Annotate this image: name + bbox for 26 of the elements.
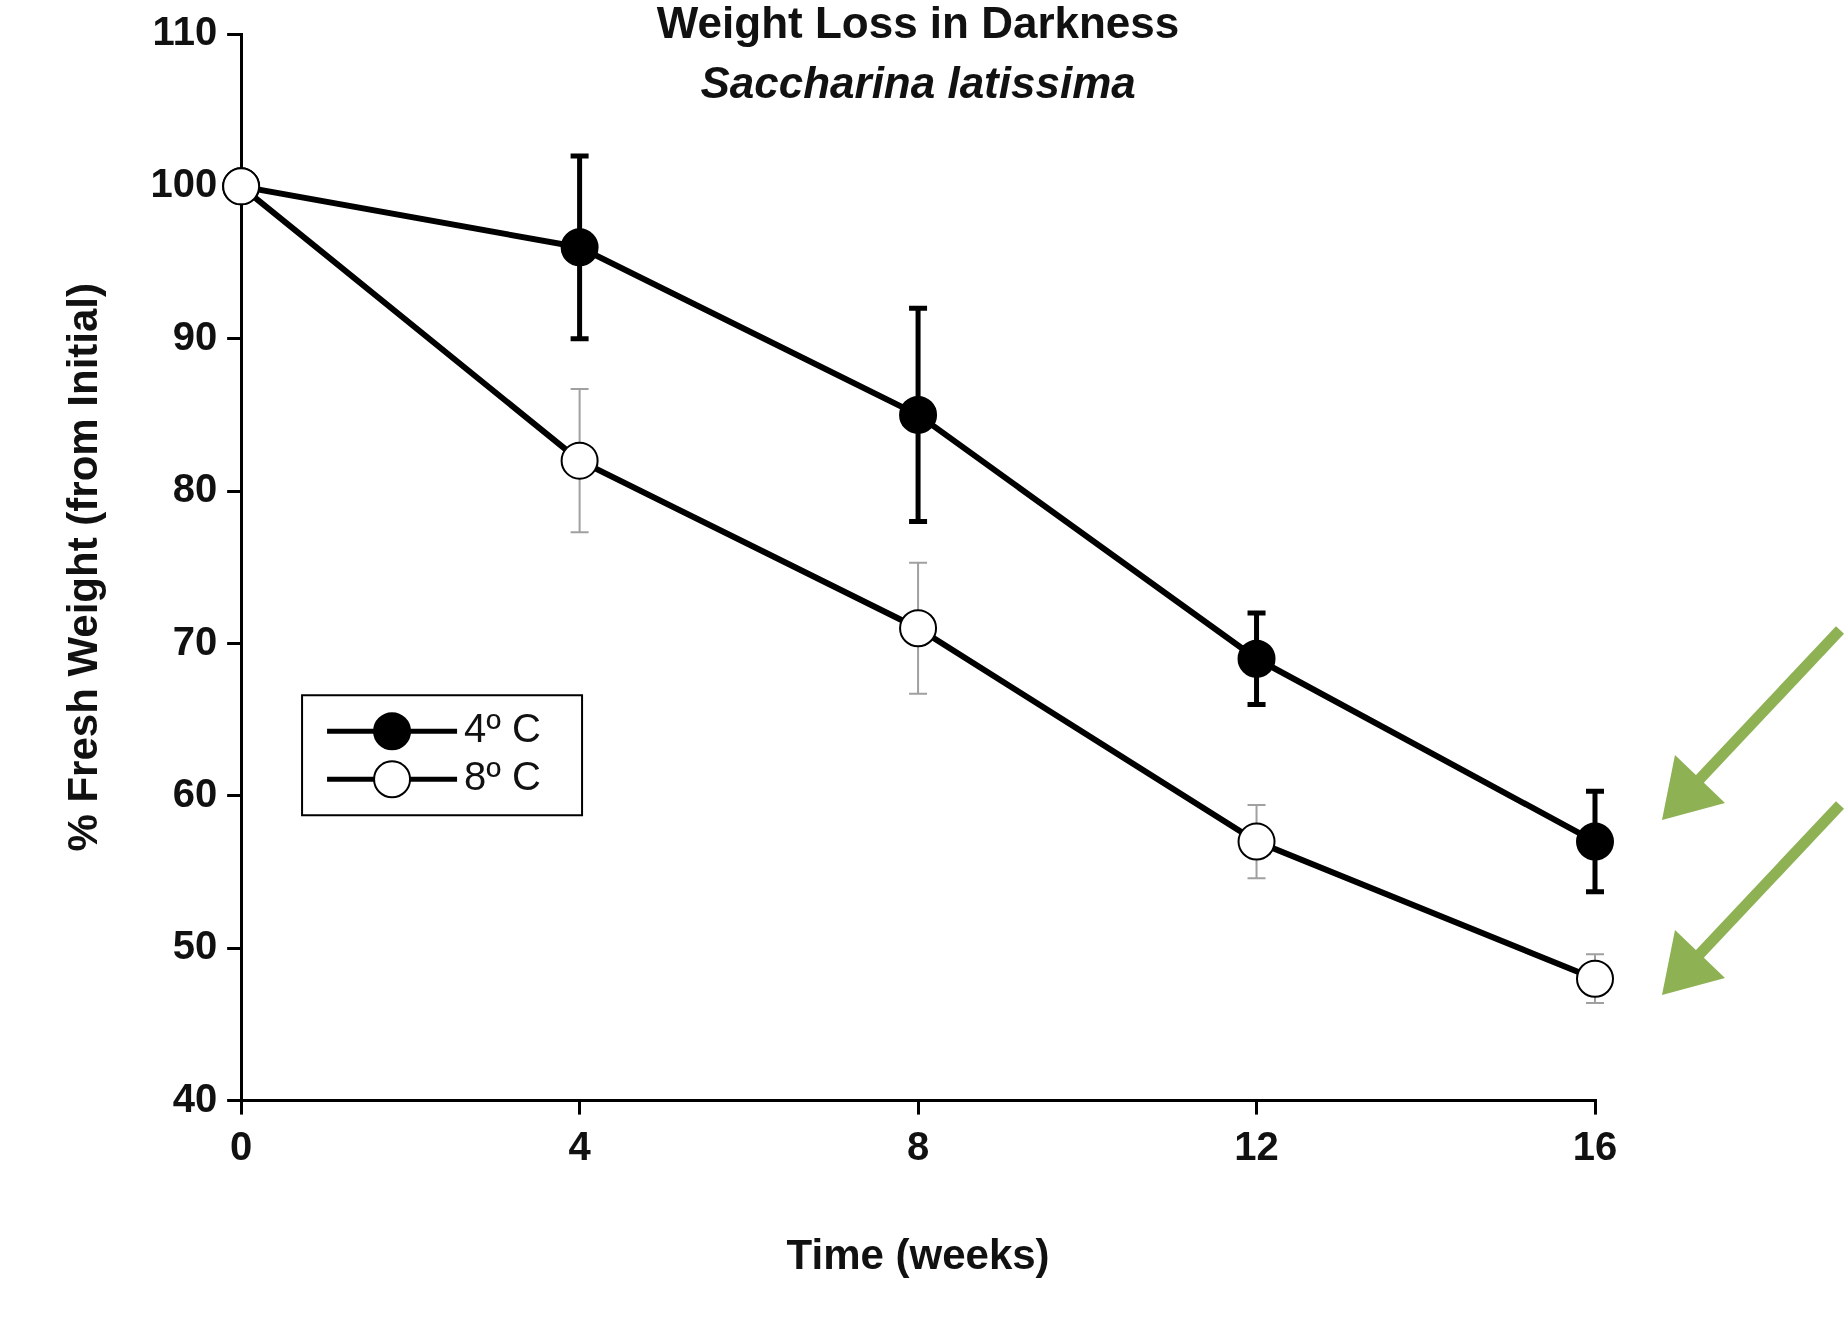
x-tick-label: 12: [1234, 1123, 1279, 1168]
point: [1237, 639, 1276, 678]
x-tick-label: 8: [906, 1123, 930, 1168]
chart-title: Weight Loss in Darkness: [656, 0, 1180, 48]
y-tick-label: 40: [172, 1075, 218, 1120]
y-tick-label: 80: [172, 466, 218, 511]
legend-label: 4º C: [464, 706, 541, 751]
x-tick-label: 0: [230, 1123, 253, 1168]
point: [560, 441, 599, 480]
y-tick-label: 50: [172, 923, 218, 968]
legend-label: 8º C: [464, 754, 541, 799]
x-axis-title: Time (weeks): [786, 1231, 1050, 1279]
y-tick-label: 70: [172, 618, 218, 663]
y-axis-title: % Fresh Weight (from Initial): [58, 283, 106, 852]
point: [899, 609, 938, 648]
x-tick-label: 16: [1572, 1123, 1618, 1168]
y-tick-label: 60: [172, 770, 218, 815]
y-tick-label: 90: [172, 313, 218, 358]
text: Saccharina latissima: [700, 58, 1136, 108]
point: [560, 228, 599, 267]
point: [1237, 822, 1276, 861]
x-tick-label: 4: [568, 1123, 592, 1168]
point: [899, 395, 938, 434]
point: [1576, 822, 1614, 861]
y-tick-label: 100: [150, 161, 218, 206]
y-tick-label: 110: [152, 9, 218, 54]
